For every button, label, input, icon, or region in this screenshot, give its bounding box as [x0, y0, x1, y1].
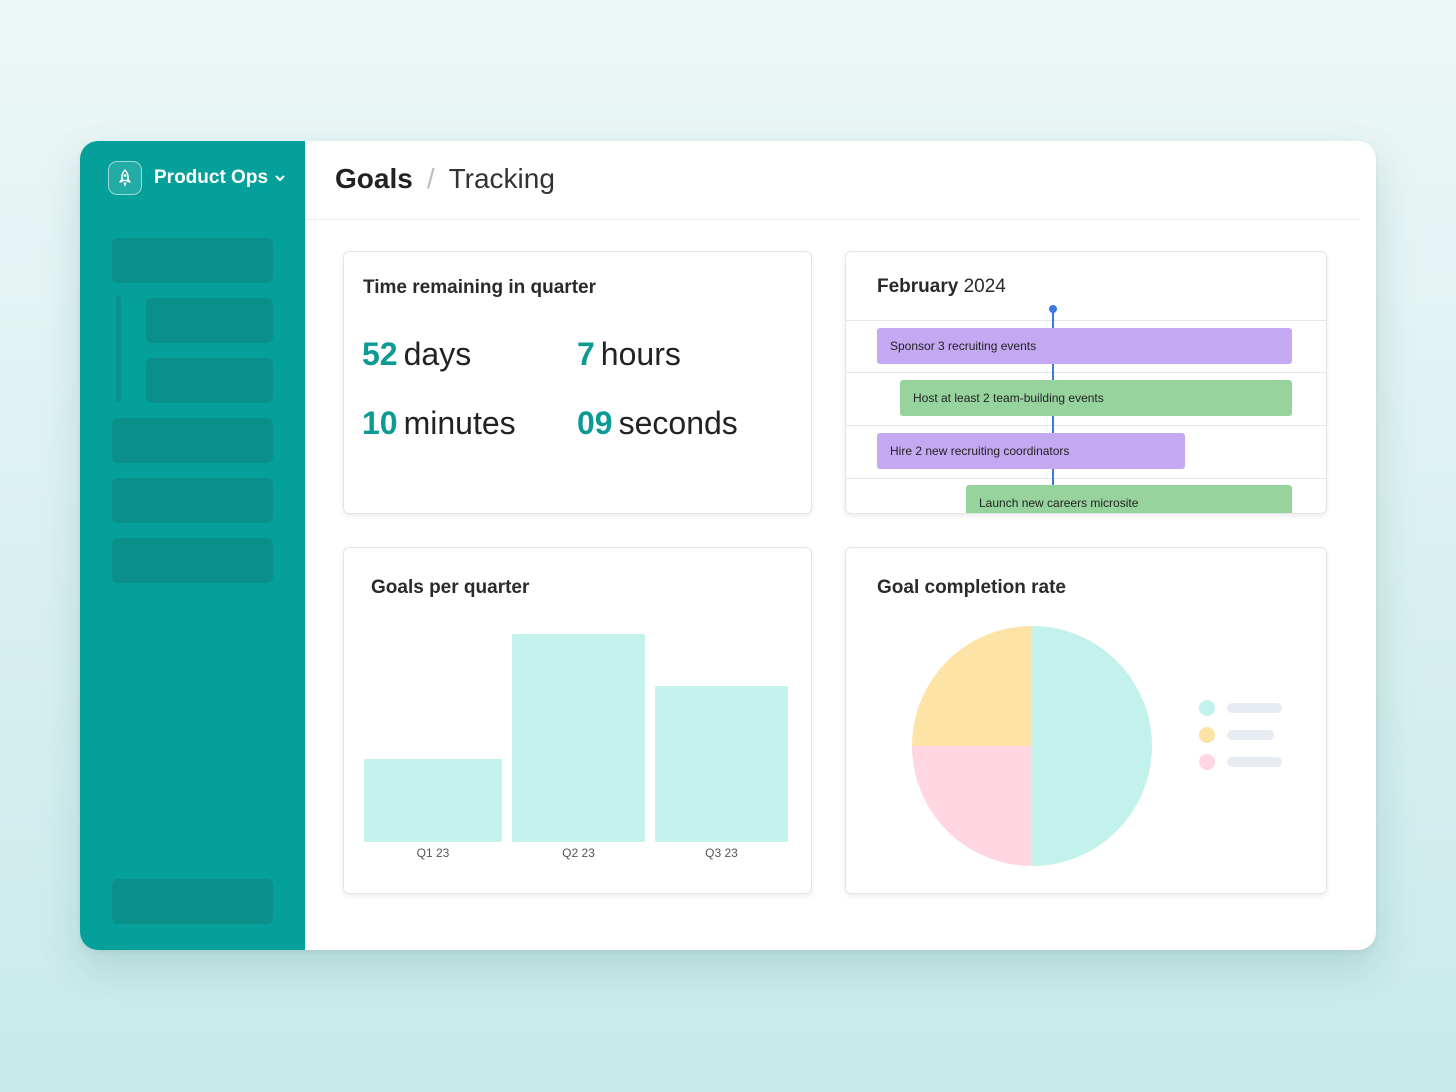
timeline-task-label: Sponsor 3 recruiting events	[890, 339, 1037, 353]
timeline-row-divider	[846, 478, 1326, 479]
timeline-task[interactable]: Hire 2 new recruiting coordinators	[877, 433, 1185, 469]
days-unit: days	[403, 336, 472, 372]
bar-q2-23[interactable]	[512, 634, 645, 842]
time-remaining-title: Time remaining in quarter	[363, 277, 596, 298]
timeline-task-label: Hire 2 new recruiting coordinators	[890, 444, 1070, 458]
app-window: Product Ops Goals / Tracking Time remain…	[80, 141, 1376, 950]
legend-label-placeholder	[1227, 757, 1282, 767]
sidebar-item-placeholder[interactable]	[112, 238, 273, 283]
completion-pie-chart	[912, 626, 1152, 866]
breadcrumb-goals[interactable]: Goals	[335, 163, 413, 194]
timeline-task-label: Launch new careers microsite	[979, 496, 1139, 510]
goals-bar-chart: Q1 23 Q2 23 Q3 23	[344, 548, 811, 893]
chevron-down-icon	[274, 172, 286, 184]
legend-swatch	[1199, 754, 1215, 770]
pie-slice[interactable]	[912, 746, 1032, 866]
timeline-year: 2024	[963, 276, 1006, 297]
sidebar-item-placeholder[interactable]	[112, 538, 273, 583]
breadcrumb: Goals / Tracking	[335, 163, 555, 195]
legend-label-placeholder	[1227, 730, 1274, 740]
goals-per-quarter-card: Goals per quarter Q1 23 Q2 23 Q3 23	[343, 547, 812, 894]
legend-swatch	[1199, 727, 1215, 743]
goal-completion-card: Goal completion rate	[845, 547, 1327, 894]
header-divider	[305, 219, 1360, 220]
page-title: Tracking	[448, 163, 555, 194]
sidebar-item-placeholder[interactable]	[112, 478, 273, 523]
timeline-card: February 2024 Sponsor 3 recruiting event…	[845, 251, 1327, 514]
timeline-task-label: Host at least 2 team-building events	[913, 391, 1104, 405]
completion-chart-title: Goal completion rate	[877, 577, 1066, 598]
seconds-value: 09	[577, 405, 613, 441]
pie-slice[interactable]	[1032, 626, 1152, 866]
bar-category-label: Q2 23	[562, 846, 595, 860]
seconds-unit: seconds	[618, 405, 738, 441]
countdown-minutes: 10 minutes	[362, 405, 516, 442]
hours-value: 7	[577, 336, 595, 372]
legend-label-placeholder	[1227, 703, 1282, 713]
workspace-name: Product Ops	[154, 167, 269, 188]
goals-chart-title: Goals per quarter	[371, 577, 530, 598]
timeline-month: February	[877, 276, 959, 297]
minutes-value: 10	[362, 405, 398, 441]
sidebar: Product Ops	[80, 141, 305, 950]
sidebar-item-placeholder[interactable]	[112, 418, 273, 463]
countdown: 52 days 7 hours 10 minutes 09 seconds	[362, 336, 782, 466]
sidebar-subitem-placeholder[interactable]	[146, 298, 273, 343]
timeline-task[interactable]: Sponsor 3 recruiting events	[877, 328, 1292, 364]
timeline-title: February 2024	[877, 276, 1006, 298]
timeline-task[interactable]: Host at least 2 team-building events	[900, 380, 1292, 416]
bar-q3-23[interactable]	[655, 686, 788, 842]
hours-unit: hours	[600, 336, 681, 372]
bar-category-label: Q3 23	[705, 846, 738, 860]
breadcrumb-separator: /	[426, 163, 435, 194]
time-remaining-card: Time remaining in quarter 52 days 7 hours …	[343, 251, 812, 514]
timeline-row-divider	[846, 425, 1326, 426]
sidebar-tree-line	[116, 296, 121, 402]
pie-slice[interactable]	[912, 626, 1032, 746]
timeline-row-divider	[846, 320, 1326, 321]
workspace-switcher[interactable]: Product Ops	[108, 161, 286, 195]
bar-category-label: Q1 23	[416, 846, 450, 860]
bar-q1-23[interactable]	[364, 759, 502, 842]
countdown-seconds: 09 seconds	[577, 405, 738, 442]
timeline-task[interactable]: Launch new careers microsite	[966, 485, 1292, 513]
countdown-hours: 7 hours	[577, 336, 681, 373]
days-value: 52	[362, 336, 398, 372]
main-content: Goals / Tracking Time remaining in quart…	[305, 141, 1376, 950]
legend-swatch	[1199, 700, 1215, 716]
timeline-row-divider	[846, 372, 1326, 373]
countdown-days: 52 days	[362, 336, 471, 373]
rocket-icon	[108, 161, 142, 195]
sidebar-footer-placeholder[interactable]	[112, 879, 273, 924]
minutes-unit: minutes	[403, 405, 516, 441]
today-marker-dot	[1049, 305, 1057, 313]
sidebar-subitem-placeholder[interactable]	[146, 358, 273, 403]
